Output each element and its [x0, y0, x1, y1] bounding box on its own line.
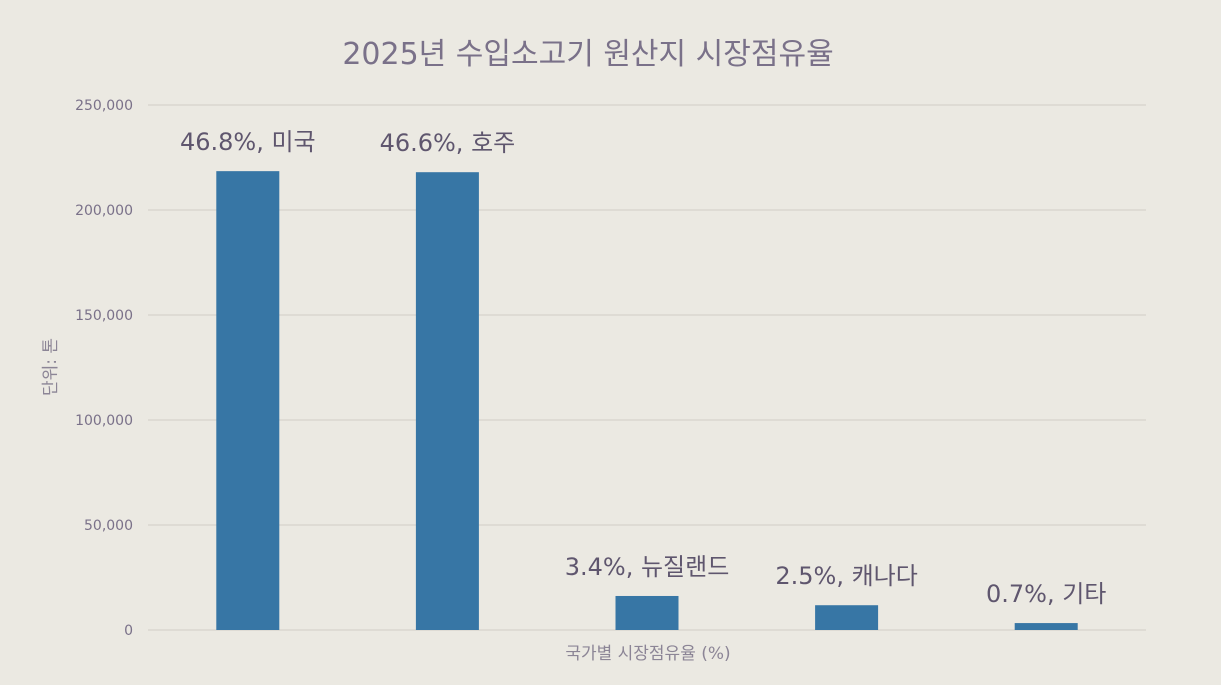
data-label-4: 2.5%, 캐나다 [775, 562, 917, 590]
bar-3 [615, 595, 679, 630]
data-label-1: 46.8%, 미국 [180, 128, 316, 156]
chart-title: 2025년 수입소고기 원산지 시장점유율 [342, 37, 833, 72]
y-tick-label: 50,000 [84, 518, 133, 534]
y-axis-ticks: 0 50,000 100,000 150,000 200,000 250,000 [75, 98, 133, 639]
bar-2 [415, 172, 479, 630]
data-label-3: 3.4%, 뉴질랜드 [565, 553, 730, 581]
gridlines [148, 104, 1146, 631]
data-label-2: 46.6%, 호주 [380, 129, 516, 157]
bar-4 [815, 605, 879, 630]
bars [216, 171, 1078, 630]
bar-1 [216, 171, 280, 630]
y-tick-label: 0 [124, 623, 133, 639]
data-label-5: 0.7%, 기타 [986, 580, 1106, 608]
data-labels: 46.8%, 미국 46.6%, 호주 3.4%, 뉴질랜드 2.5%, 캐나다 0.7… [180, 128, 1106, 608]
y-tick-label: 250,000 [75, 98, 133, 114]
y-axis-label: 단위: 톤 [41, 338, 61, 396]
y-tick-label: 100,000 [75, 413, 133, 429]
bar-5 [1014, 623, 1078, 630]
y-tick-label: 200,000 [75, 203, 133, 219]
x-axis-label: 국가별 시장점유율 (%) [565, 644, 730, 664]
y-tick-label: 150,000 [75, 308, 133, 324]
